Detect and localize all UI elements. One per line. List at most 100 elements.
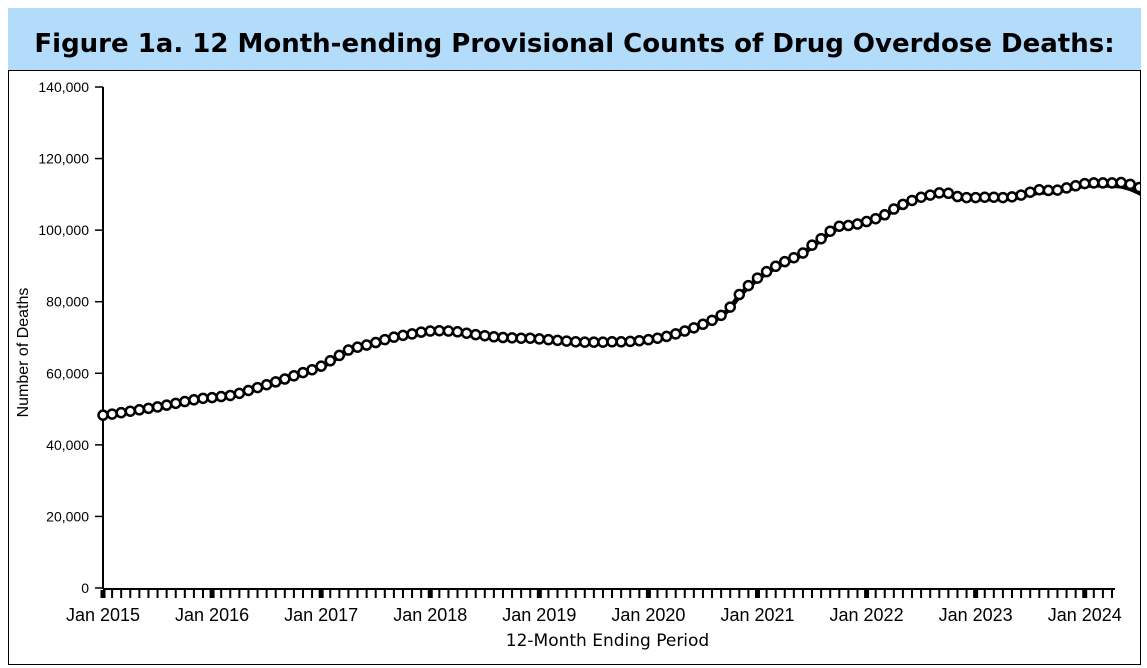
data-point[interactable] — [1033, 183, 1046, 196]
data-point[interactable] — [351, 341, 364, 353]
data-point[interactable] — [869, 212, 882, 225]
data-point[interactable] — [751, 272, 764, 284]
data-point[interactable] — [115, 406, 127, 419]
data-point[interactable] — [815, 232, 827, 245]
data-point[interactable] — [842, 219, 855, 232]
data-point[interactable] — [169, 397, 182, 410]
data-point[interactable] — [997, 191, 1009, 204]
data-point[interactable] — [951, 190, 964, 203]
data-point[interactable] — [297, 366, 309, 379]
data-point[interactable] — [424, 325, 436, 337]
data-point[interactable] — [451, 326, 464, 338]
data-point[interactable] — [688, 322, 700, 334]
data-point[interactable] — [788, 251, 800, 264]
data-point[interactable] — [542, 333, 555, 346]
data-point[interactable] — [733, 288, 746, 301]
data-point[interactable] — [588, 336, 600, 348]
data-point[interactable] — [888, 203, 900, 215]
data-point[interactable] — [1006, 191, 1018, 203]
data-point[interactable] — [924, 189, 936, 201]
data-point[interactable] — [1097, 177, 1109, 189]
data-point[interactable] — [315, 360, 327, 372]
data-point[interactable] — [597, 336, 609, 348]
data-point[interactable] — [124, 405, 137, 417]
data-point[interactable] — [606, 336, 618, 348]
data-point[interactable] — [697, 318, 709, 331]
data-point[interactable] — [833, 220, 846, 232]
data-point[interactable] — [233, 387, 246, 400]
data-point[interactable] — [179, 395, 191, 408]
data-point[interactable] — [933, 187, 946, 199]
data-point[interactable] — [624, 335, 636, 348]
data-point[interactable] — [151, 401, 164, 413]
data-point[interactable] — [260, 378, 273, 391]
data-point[interactable] — [942, 187, 955, 200]
data-point[interactable] — [633, 334, 646, 347]
data-point[interactable] — [806, 239, 818, 251]
data-point[interactable] — [251, 381, 264, 394]
data-point[interactable] — [715, 309, 727, 322]
data-point[interactable] — [197, 392, 209, 405]
data-point[interactable] — [533, 333, 546, 345]
data-point[interactable] — [160, 399, 173, 411]
data-point[interactable] — [415, 326, 427, 338]
data-point[interactable] — [706, 314, 718, 327]
data-point[interactable] — [569, 336, 582, 348]
data-point[interactable] — [560, 335, 573, 347]
data-point[interactable] — [760, 265, 773, 278]
data-point[interactable] — [1124, 178, 1136, 191]
data-point[interactable] — [915, 191, 927, 203]
data-point[interactable] — [97, 409, 109, 421]
data-point[interactable] — [579, 336, 591, 348]
data-point[interactable] — [1042, 184, 1055, 197]
data-point[interactable] — [1024, 186, 1036, 198]
data-point[interactable] — [860, 215, 873, 228]
data-point[interactable] — [469, 328, 482, 341]
data-point[interactable] — [978, 191, 991, 203]
data-point[interactable] — [1106, 177, 1118, 189]
data-point[interactable] — [506, 332, 518, 344]
data-point[interactable] — [897, 198, 909, 211]
data-point[interactable] — [342, 344, 355, 356]
data-point[interactable] — [142, 402, 155, 415]
data-point[interactable] — [1088, 177, 1100, 189]
data-point[interactable] — [406, 328, 418, 340]
data-point[interactable] — [242, 384, 255, 397]
data-point[interactable] — [1015, 189, 1027, 201]
data-point[interactable] — [497, 331, 509, 344]
data-point[interactable] — [333, 349, 346, 362]
data-point[interactable] — [188, 394, 200, 406]
data-point[interactable] — [379, 333, 391, 346]
data-point[interactable] — [960, 191, 973, 204]
data-point[interactable] — [769, 260, 782, 273]
data-point[interactable] — [679, 325, 691, 337]
data-point[interactable] — [206, 391, 218, 404]
data-point[interactable] — [460, 327, 473, 339]
data-point[interactable] — [1115, 176, 1127, 189]
data-point[interactable] — [215, 390, 227, 403]
data-point[interactable] — [369, 336, 382, 349]
data-point[interactable] — [269, 376, 282, 388]
data-point[interactable] — [878, 209, 891, 221]
data-point[interactable] — [524, 332, 536, 344]
data-point[interactable] — [797, 247, 809, 259]
data-point[interactable] — [106, 408, 118, 420]
data-point[interactable] — [442, 325, 455, 337]
data-point[interactable] — [724, 301, 736, 313]
data-point[interactable] — [906, 194, 918, 207]
data-point[interactable] — [488, 331, 500, 343]
data-point[interactable] — [551, 334, 564, 347]
data-point[interactable] — [615, 336, 627, 348]
data-point[interactable] — [515, 332, 527, 344]
data-point[interactable] — [742, 279, 755, 292]
data-point[interactable] — [851, 218, 864, 230]
data-point[interactable] — [1060, 182, 1073, 194]
data-point[interactable] — [660, 330, 673, 343]
data-point[interactable] — [969, 191, 982, 204]
data-point[interactable] — [388, 331, 400, 343]
data-point[interactable] — [779, 255, 791, 268]
data-point[interactable] — [479, 329, 491, 342]
data-point[interactable] — [224, 389, 237, 402]
data-point[interactable] — [279, 373, 291, 385]
data-point[interactable] — [642, 333, 655, 346]
